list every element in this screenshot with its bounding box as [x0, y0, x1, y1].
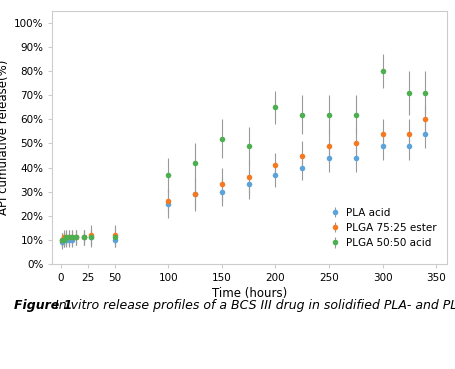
Text: In vitro release profiles of a BCS III drug in solidified PLA- and PLGA-based IS: In vitro release profiles of a BCS III d…	[51, 299, 455, 312]
Legend: PLA acid, PLGA 75:25 ester, PLGA 50:50 acid: PLA acid, PLGA 75:25 ester, PLGA 50:50 a…	[328, 203, 441, 254]
Y-axis label: API cumulative release(%): API cumulative release(%)	[0, 60, 10, 215]
Text: Figure 1: Figure 1	[14, 299, 72, 312]
X-axis label: Time (hours): Time (hours)	[212, 287, 287, 300]
